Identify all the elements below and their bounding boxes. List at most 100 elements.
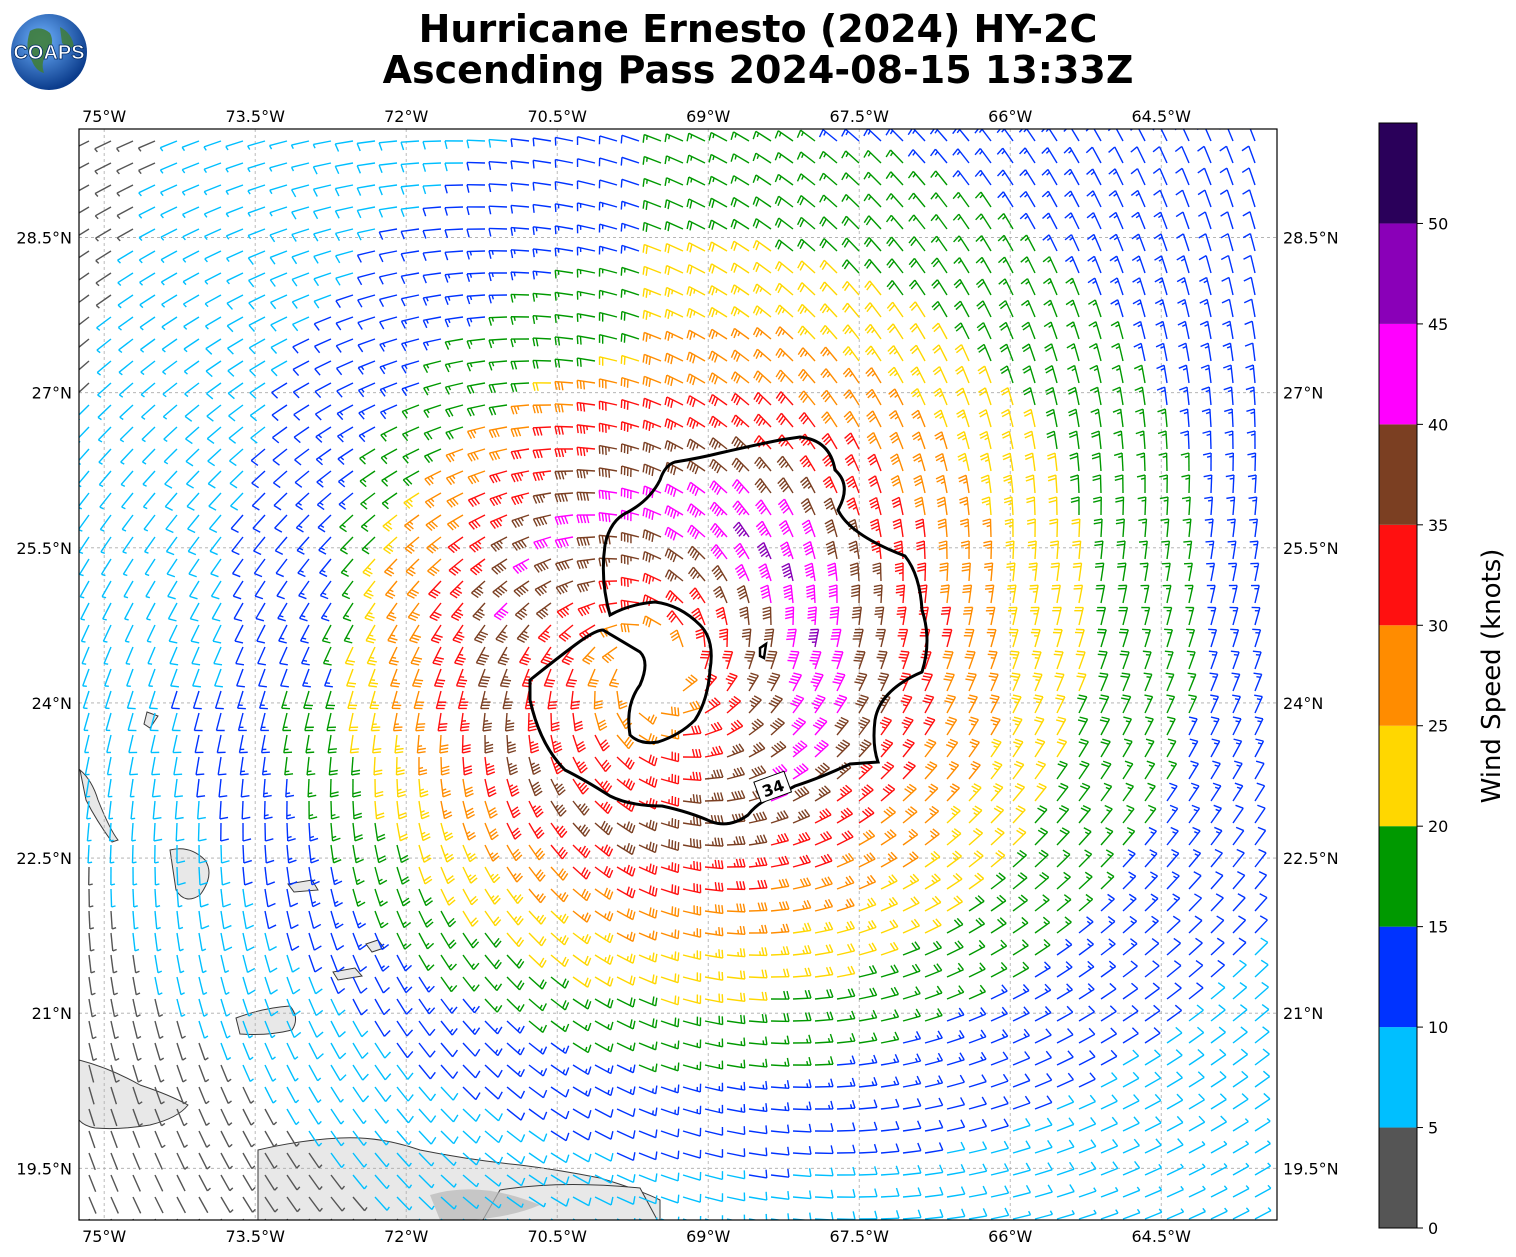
wind-barb	[888, 388, 904, 406]
wind-barb	[489, 492, 508, 507]
wind-barb	[880, 1187, 900, 1198]
wind-barb	[297, 558, 310, 578]
wind-barb	[268, 140, 288, 150]
wind-barb	[374, 1042, 391, 1059]
wind-barb	[748, 969, 768, 979]
wind-barb	[362, 558, 376, 577]
wind-barb	[176, 976, 185, 996]
wind-barb	[1245, 364, 1256, 384]
wind-barb	[99, 492, 112, 510]
wind-barb	[360, 514, 376, 533]
wind-barb	[1112, 386, 1124, 406]
wind-barb	[401, 404, 420, 419]
wind-barb	[491, 558, 508, 575]
wind-barb	[836, 1211, 856, 1220]
colorbar-tick-2: 10	[1428, 1018, 1448, 1037]
wind-barb	[594, 1196, 614, 1206]
wind-barb	[466, 294, 486, 305]
wind-barb	[1100, 1209, 1119, 1220]
wind-barb	[830, 628, 842, 648]
wind-barb	[198, 910, 210, 930]
wind-barb	[775, 412, 794, 428]
wind-barb	[1188, 1163, 1206, 1176]
wind-barb	[226, 294, 244, 310]
wind-barb	[132, 1152, 141, 1170]
wind-barb	[1078, 1161, 1097, 1176]
wind-barb	[352, 1064, 369, 1081]
wind-barb	[792, 877, 812, 890]
wind-barb	[880, 1143, 900, 1154]
wind-barb	[834, 716, 849, 736]
wind-barb	[1219, 189, 1234, 208]
wind-barb	[510, 360, 530, 370]
wind-barb	[440, 1108, 459, 1123]
wind-barb	[1188, 959, 1204, 978]
wind-barb	[313, 294, 332, 309]
colorbar-bin-10	[1379, 123, 1417, 224]
wind-barb	[818, 150, 838, 164]
wind-barb	[572, 1042, 592, 1054]
wind-barb	[1063, 146, 1080, 164]
wind-barb	[88, 1086, 95, 1105]
map-frame	[78, 128, 1278, 1221]
wind-barb	[800, 476, 816, 494]
wind-barb	[868, 496, 882, 516]
wind-barb	[775, 391, 794, 406]
wind-barb	[176, 866, 186, 886]
wind-barb	[242, 1064, 254, 1083]
wind-barb	[682, 994, 702, 1005]
wind-barb	[1100, 760, 1112, 780]
wind-barb	[374, 866, 388, 885]
wind-barb	[506, 756, 518, 776]
wind-barb	[528, 1042, 548, 1055]
wind-barb	[722, 650, 734, 670]
wind-barb	[642, 397, 662, 409]
wind-barb	[554, 380, 574, 391]
wind-barb	[554, 470, 574, 480]
wind-barb	[968, 1141, 988, 1154]
wind-barb	[598, 400, 618, 411]
wind-barb	[797, 303, 816, 318]
wind-barb	[330, 866, 343, 886]
wind-barb	[275, 558, 288, 578]
wind-barb	[1025, 474, 1036, 494]
wind-barb	[242, 976, 256, 995]
wind-barb	[598, 245, 618, 255]
wind-barb	[1020, 278, 1036, 296]
wind-barb	[682, 1061, 702, 1071]
wind-barb	[242, 844, 252, 864]
wind-barb	[688, 566, 706, 582]
wind-barb	[1070, 474, 1080, 494]
wind-barb	[330, 800, 340, 820]
wind-barb	[989, 694, 1000, 714]
wind-barb	[510, 160, 530, 170]
wind-barb	[176, 954, 185, 974]
wind-barb	[264, 844, 275, 864]
wind-barb	[116, 228, 134, 242]
wind-barb	[999, 321, 1014, 340]
wind-barb	[841, 129, 860, 142]
wind-barb	[792, 786, 810, 802]
wind-barb	[1078, 1117, 1097, 1132]
wind-barb	[154, 1174, 164, 1192]
wind-barb	[1107, 129, 1124, 142]
wind-barb	[554, 492, 574, 503]
wind-barb	[550, 844, 568, 860]
wind-barb	[198, 844, 208, 864]
wind-barb	[1232, 826, 1245, 846]
wind-barb	[1122, 849, 1136, 868]
wind-barb	[946, 872, 963, 890]
wind-barb	[344, 646, 356, 666]
wind-barb	[1157, 408, 1168, 428]
wind-barb	[192, 668, 201, 688]
wind-barb	[1068, 430, 1080, 450]
wind-barb	[204, 316, 222, 330]
wind-barb	[167, 602, 178, 622]
wind-barb	[132, 1042, 142, 1061]
wind-barb	[1056, 1072, 1074, 1088]
wind-barb	[712, 585, 728, 604]
wind-barb	[396, 1086, 414, 1102]
wind-barb	[141, 426, 156, 443]
wind-barb	[594, 887, 614, 900]
wind-barb	[1166, 871, 1180, 890]
